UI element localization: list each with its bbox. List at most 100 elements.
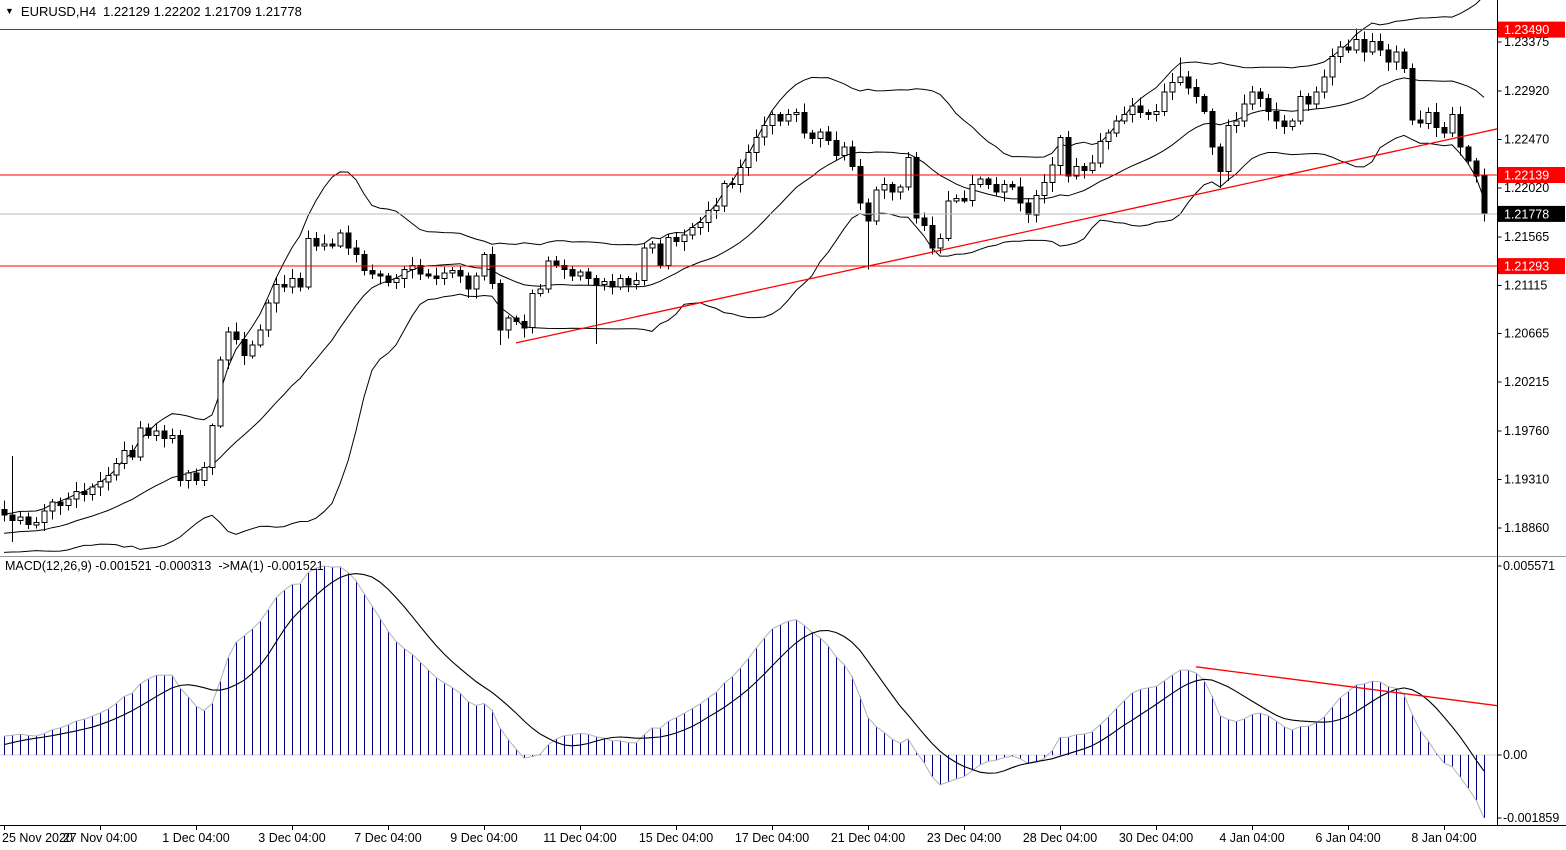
candle: [1265, 93, 1272, 121]
candle-body-bear: [1193, 87, 1200, 97]
macd-trendline[interactable]: [1195, 666, 1503, 707]
candle: [1273, 102, 1280, 130]
candle: [81, 483, 88, 502]
candle-body-bull: [305, 237, 312, 288]
candle-body-bull: [113, 462, 120, 476]
candle: [1249, 85, 1256, 110]
candle: [833, 131, 840, 162]
candle-body-bull: [1449, 114, 1456, 134]
candle-body-bull: [17, 516, 24, 521]
candle-body-bull: [1393, 51, 1400, 63]
candle: [689, 222, 696, 240]
candle-body-bull: [793, 112, 800, 116]
candle: [49, 498, 56, 520]
candle: [1089, 154, 1096, 174]
candle: [1217, 143, 1224, 188]
candle-body-bear: [1409, 67, 1416, 121]
candle: [625, 275, 632, 293]
candle: [249, 340, 256, 359]
candle: [753, 129, 760, 162]
candle-body-bull: [1321, 76, 1328, 93]
candle: [665, 234, 672, 270]
candle-body-bear: [145, 427, 152, 436]
candle-body-bear: [889, 184, 896, 193]
main-trendline[interactable]: [515, 128, 1503, 344]
candle: [1241, 94, 1248, 127]
candle: [1065, 130, 1072, 183]
candle: [961, 190, 968, 204]
candle: [1281, 114, 1288, 134]
candle-body-bear: [1025, 202, 1032, 216]
price-badge-value: 1.21778: [1504, 207, 1549, 221]
candle: [369, 264, 376, 279]
price-badge-value: 1.23490: [1504, 23, 1549, 37]
macd-panel[interactable]: [0, 565, 1503, 819]
candle: [265, 299, 272, 338]
candle: [393, 273, 400, 289]
candle-body-bull: [409, 264, 416, 271]
candle: [985, 177, 992, 190]
candle: [105, 467, 112, 491]
candle-body-bull: [401, 269, 408, 279]
candle-body-bull: [713, 205, 720, 211]
candle-body-bull: [529, 292, 536, 329]
candle-body-bear: [177, 434, 184, 482]
candle-body-bear: [657, 243, 664, 266]
candle-body-bull: [1249, 91, 1256, 105]
candle: [729, 177, 736, 189]
symbol-dropdown-icon[interactable]: ▼: [5, 6, 14, 16]
candle: [761, 116, 768, 146]
candle: [313, 231, 320, 251]
candle: [1377, 33, 1384, 56]
candle: [177, 430, 184, 487]
candle: [953, 194, 960, 204]
candle: [1033, 190, 1040, 223]
candle-body-bull: [33, 522, 40, 526]
candle-body-bear: [1017, 186, 1024, 204]
candle-body-bear: [729, 183, 736, 186]
candle-body-bear: [233, 331, 240, 341]
candle-body-bear: [489, 254, 496, 285]
candle: [401, 266, 408, 288]
candle: [161, 424, 168, 448]
candle-body-bull: [681, 234, 688, 243]
candle-body-bull: [121, 450, 128, 464]
candle: [641, 242, 648, 286]
candle-body-bull: [1329, 56, 1336, 78]
candle-body-bear: [1201, 95, 1208, 112]
candle: [1177, 57, 1184, 86]
candle-body-bear: [25, 516, 32, 526]
candle: [929, 216, 936, 255]
candle-body-bull: [697, 221, 704, 229]
candle: [473, 272, 480, 299]
candle: [129, 445, 136, 460]
candle: [1225, 119, 1232, 181]
bollinger-middle-band: [3, 77, 1485, 534]
candle-body-bear: [241, 339, 248, 357]
candle-body-bull: [441, 272, 448, 279]
candle: [785, 108, 792, 126]
candle: [801, 103, 808, 139]
candle: [713, 197, 720, 219]
candle-body-bull: [649, 243, 656, 249]
candle-body-bull: [137, 427, 144, 458]
candle: [1201, 94, 1208, 114]
candle-body-bull: [905, 157, 912, 188]
price-badge-value: 1.22139: [1504, 169, 1549, 183]
candle-body-bull: [537, 288, 544, 294]
candle-body-bear: [1081, 165, 1088, 172]
candle-body-bear: [57, 501, 64, 506]
candle-body-bull: [1353, 38, 1360, 51]
candle: [1417, 110, 1424, 128]
candle-body-bull: [617, 277, 624, 288]
candle: [1257, 88, 1264, 108]
candle: [1113, 115, 1120, 138]
candle-body-bull: [505, 317, 512, 331]
candle: [817, 128, 824, 148]
candle-body-bull: [1097, 141, 1104, 164]
candle-body-bull: [769, 114, 776, 126]
price-axis-label: 1.22470: [1504, 132, 1549, 146]
main-price-panel[interactable]: [0, 0, 1503, 553]
candle: [1449, 107, 1456, 137]
